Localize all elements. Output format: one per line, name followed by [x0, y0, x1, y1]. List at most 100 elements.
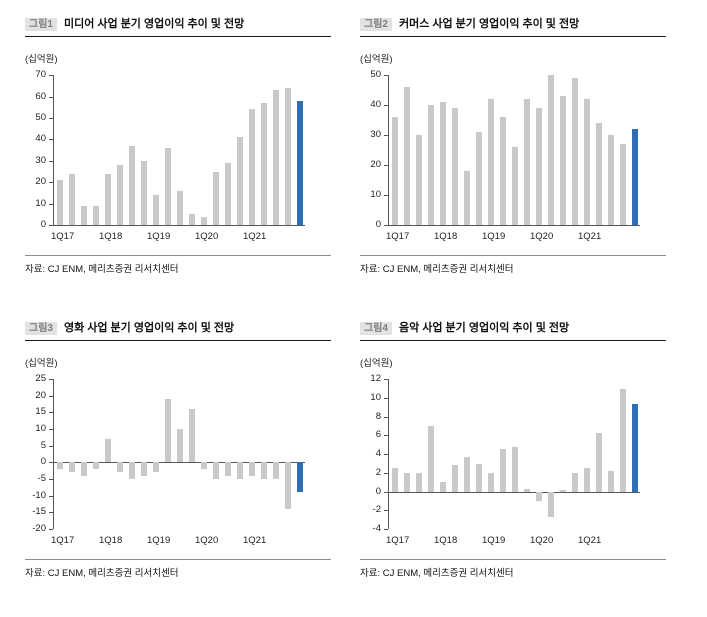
y-tick-label: 6 — [375, 429, 381, 441]
y-tick-label: 30 — [35, 154, 46, 166]
y-tick — [384, 529, 388, 531]
chart-title: 미디어 사업 분기 영업이익 추이 및 전망 — [63, 18, 245, 30]
plot-area: -4 -2 0 2 4 6 8 10 12 1Q17 1Q18 1Q19 1Q20 1Q21 — [360, 374, 666, 551]
bar — [176, 429, 184, 463]
bar — [56, 462, 64, 470]
y-tick-label: 20 — [35, 389, 46, 401]
y-tick — [49, 182, 53, 184]
y-tick-label: 4 — [375, 448, 381, 460]
bar — [212, 171, 220, 226]
bar — [92, 462, 100, 470]
bar — [248, 109, 256, 226]
y-tick — [49, 96, 53, 98]
bar — [188, 409, 196, 463]
bar — [523, 99, 531, 226]
y-tick-label: 5 — [40, 439, 46, 451]
y-tick-label: 10 — [370, 189, 381, 201]
bar — [92, 205, 100, 226]
bar — [403, 472, 411, 492]
bar — [176, 190, 184, 226]
plot-area: 0 10 20 30 40 50 60 70 1Q17 1Q18 1Q19 1Q20 1Q21 — [25, 70, 331, 247]
y-tick — [384, 225, 388, 227]
bar — [619, 388, 627, 492]
chart-panel-commerce: 그림2 커머스 사업 분기 영업이익 추이 및 전망 (십억원) 0 10 20 30… — [360, 18, 666, 275]
bar — [607, 135, 615, 226]
y-tick-label: -10 — [32, 489, 46, 501]
y-tick — [49, 203, 53, 205]
y-tick — [384, 510, 388, 512]
y-tick — [49, 395, 53, 397]
bar — [403, 87, 411, 226]
bar — [284, 88, 292, 226]
plot-area: -20 -15 -10 -5 0 5 10 15 20 25 1Q17 1Q18 1Q19 1Q20 1Q2… — [25, 374, 331, 551]
y-tick-label: 10 — [370, 391, 381, 403]
x-tick-label: 1Q18 — [434, 231, 458, 243]
x-tick-label: 1Q17 — [386, 231, 410, 243]
bar — [391, 468, 399, 492]
bar — [200, 216, 208, 226]
bar — [212, 462, 220, 480]
bar — [128, 462, 136, 480]
forecast-bar — [631, 129, 639, 226]
axis-unit-label: (십억원) — [25, 54, 58, 66]
y-tick — [49, 379, 53, 381]
y-axis-line — [388, 379, 389, 530]
x-tick-label: 1Q21 — [243, 535, 267, 547]
zero-axis-line — [388, 491, 640, 493]
zero-axis-line — [53, 462, 305, 464]
bar — [427, 105, 435, 226]
bar — [451, 465, 459, 492]
plot-area: 0 10 20 30 40 50 1Q17 1Q18 1Q19 1Q20 1Q21 — [360, 70, 666, 247]
bar — [236, 137, 244, 226]
bar — [535, 491, 543, 502]
zero-axis-line — [53, 225, 305, 227]
x-tick-label: 1Q19 — [147, 231, 171, 243]
bar — [260, 103, 268, 226]
bar-chart-music: -4 -2 0 2 4 6 8 10 12 1Q17 1Q18 1Q19 1Q20 1Q21 — [360, 374, 666, 551]
y-tick — [49, 139, 53, 141]
chart-panel-media: 그림1 미디어 사업 분기 영업이익 추이 및 전망 (십억원) 0 10 20 30… — [25, 18, 331, 275]
bar — [68, 462, 76, 473]
bar — [595, 123, 603, 226]
y-tick — [384, 135, 388, 137]
bar — [80, 462, 88, 476]
bar — [284, 462, 292, 510]
bar — [547, 491, 555, 517]
figure-badge: 그림4 — [360, 322, 392, 336]
y-tick-label: -15 — [32, 506, 46, 518]
bar — [475, 463, 483, 492]
y-tick-label: 20 — [35, 176, 46, 188]
bar — [104, 439, 112, 463]
chart-title-bar: 그림1 미디어 사업 분기 영업이익 추이 및 전망 — [25, 18, 331, 38]
axis-unit-label: (십억원) — [25, 358, 58, 370]
axis-unit-label: (십억원) — [360, 54, 393, 66]
y-tick — [384, 105, 388, 107]
y-tick — [49, 462, 53, 464]
y-tick — [49, 225, 53, 227]
bar — [200, 462, 208, 470]
bar — [463, 171, 471, 226]
bar — [499, 117, 507, 226]
chart-panel-music: 그림4 음악 사업 분기 영업이익 추이 및 전망 (십억원) -4 -2 0 2 4 6… — [360, 322, 666, 579]
chart-title-bar: 그림4 음악 사업 분기 영업이익 추이 및 전망 — [360, 322, 666, 342]
bar — [607, 471, 615, 492]
x-tick-label: 1Q19 — [482, 535, 506, 547]
bar — [487, 99, 495, 226]
y-tick-label: 2 — [375, 466, 381, 478]
y-tick-label: -4 — [372, 523, 381, 535]
bar — [439, 482, 447, 492]
y-tick — [49, 529, 53, 531]
y-tick-label: 8 — [375, 410, 381, 422]
bar — [152, 195, 160, 226]
bar — [619, 144, 627, 226]
x-tick-label: 1Q20 — [195, 535, 219, 547]
bar — [535, 108, 543, 226]
bar — [140, 160, 148, 226]
source-note: 자료: CJ ENM, 메리츠증권 리서치센터 — [25, 559, 331, 579]
chart-title-bar: 그림2 커머스 사업 분기 영업이익 추이 및 전망 — [360, 18, 666, 38]
forecast-bar — [296, 100, 304, 226]
forecast-bar — [296, 462, 304, 493]
y-tick — [384, 435, 388, 437]
y-tick-label: -5 — [37, 473, 46, 485]
zero-axis-line — [388, 225, 640, 227]
